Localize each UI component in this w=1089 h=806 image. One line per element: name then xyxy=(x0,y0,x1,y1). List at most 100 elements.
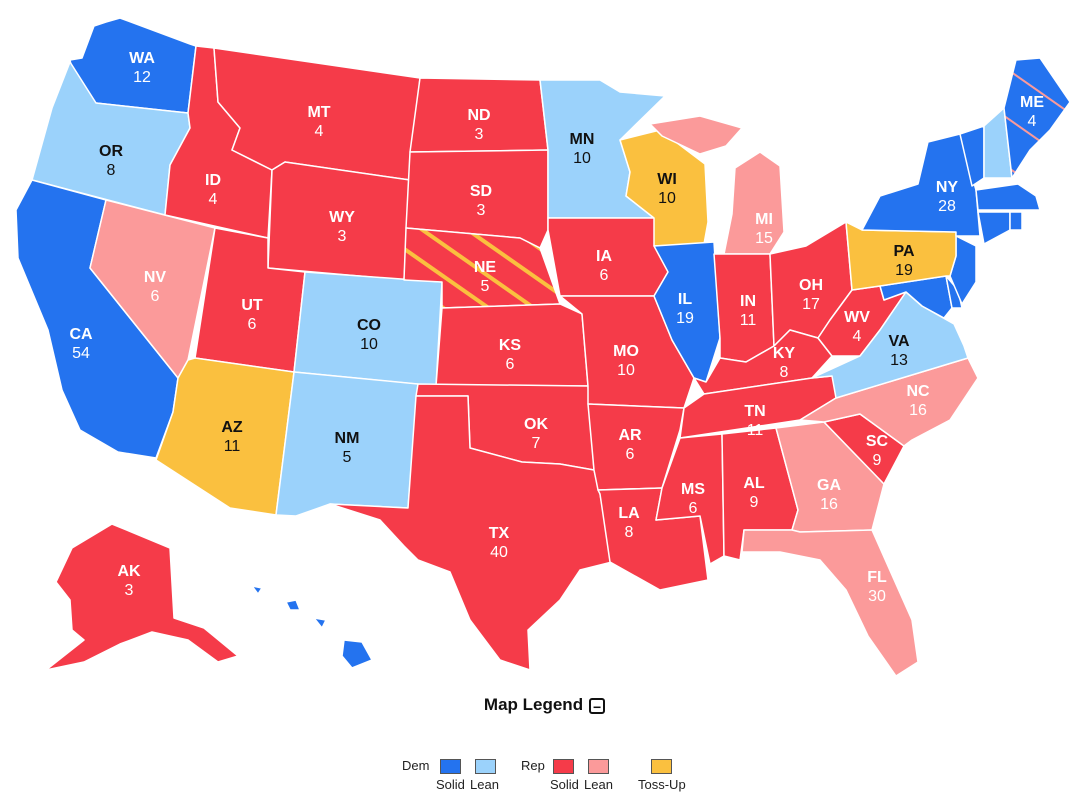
electoral-votes-il: 19 xyxy=(676,310,694,327)
electoral-votes-ne: 5 xyxy=(481,278,490,295)
state-ME[interactable] xyxy=(1003,57,1071,179)
state-label-il: IL xyxy=(678,291,692,308)
electoral-votes-ks: 6 xyxy=(506,356,515,373)
legend-swatch-dem-lean xyxy=(475,759,496,774)
legend-swatch-rep-solid xyxy=(553,759,574,774)
state-label-ca: CA xyxy=(69,326,93,343)
electoral-votes-tn: 11 xyxy=(747,422,764,439)
state-CT[interactable] xyxy=(977,211,1011,245)
state-RI[interactable] xyxy=(1009,211,1023,231)
state-HI[interactable] xyxy=(251,585,373,669)
electoral-votes-nd: 3 xyxy=(475,126,484,143)
electoral-votes-me: 4 xyxy=(1028,113,1037,130)
electoral-votes-nc: 16 xyxy=(909,402,927,419)
electoral-votes-mn: 10 xyxy=(573,150,591,167)
electoral-votes-wy: 3 xyxy=(338,228,347,245)
state-MI-upper xyxy=(649,115,743,155)
state-label-in: IN xyxy=(740,293,756,310)
state-label-wy: WY xyxy=(329,209,355,226)
state-label-ky: KY xyxy=(773,345,796,362)
electoral-votes-nv: 6 xyxy=(151,288,160,305)
electoral-votes-wi: 10 xyxy=(658,190,676,207)
state-label-oh: OH xyxy=(799,277,823,294)
state-label-co: CO xyxy=(357,317,381,334)
state-label-mt: MT xyxy=(307,104,330,121)
state-label-nd: ND xyxy=(467,107,490,124)
electoral-votes-mi: 15 xyxy=(755,230,773,247)
legend-header: Map Legend − xyxy=(0,695,1089,715)
electoral-votes-ia: 6 xyxy=(600,267,609,284)
state-label-me: ME xyxy=(1020,94,1044,111)
state-label-mn: MN xyxy=(570,131,595,148)
state-label-mi: MI xyxy=(755,211,773,228)
state-VA[interactable] xyxy=(811,291,969,399)
electoral-votes-oh: 17 xyxy=(802,296,820,313)
electoral-votes-co: 10 xyxy=(360,336,378,353)
legend-dem-lean-label: Lean xyxy=(470,777,499,792)
state-label-va: VA xyxy=(888,333,909,350)
legend-dem-solid-label: Solid xyxy=(436,777,465,792)
state-label-nm: NM xyxy=(335,430,360,447)
electoral-votes-sc: 9 xyxy=(873,452,882,469)
state-label-az: AZ xyxy=(221,419,243,436)
legend-swatch-rep-lean xyxy=(588,759,609,774)
state-label-ga: GA xyxy=(817,477,841,494)
state-labels: WA12OR8CA54NV6ID4MT4WY3UT6AZ11CO10NM5ND3… xyxy=(69,50,1044,605)
state-label-tn: TN xyxy=(744,403,765,420)
us-electoral-map: WA12OR8CA54NV6ID4MT4WY3UT6AZ11CO10NM5ND3… xyxy=(15,17,1071,677)
electoral-votes-wa: 12 xyxy=(133,69,151,86)
electoral-votes-mt: 4 xyxy=(315,123,324,140)
state-label-pa: PA xyxy=(893,243,914,260)
state-label-wv: WV xyxy=(844,309,870,326)
state-label-wi: WI xyxy=(657,171,677,188)
state-MI[interactable] xyxy=(723,151,785,255)
electoral-votes-az: 11 xyxy=(224,438,241,455)
electoral-votes-ga: 16 xyxy=(820,496,838,513)
legend-collapse-button[interactable]: − xyxy=(589,697,606,714)
legend-title: Map Legend xyxy=(483,695,584,714)
electoral-votes-tx: 40 xyxy=(490,544,508,561)
electoral-votes-sd: 3 xyxy=(477,202,486,219)
electoral-votes-or: 8 xyxy=(107,162,116,179)
electoral-votes-ut: 6 xyxy=(248,316,257,333)
state-label-wa: WA xyxy=(129,50,155,67)
electoral-votes-ok: 7 xyxy=(532,435,541,452)
state-label-ms: MS xyxy=(681,481,705,498)
state-label-fl: FL xyxy=(867,569,887,586)
legend-tossup-label: Toss-Up xyxy=(638,777,686,792)
state-label-ar: AR xyxy=(618,427,642,444)
state-label-ut: UT xyxy=(241,297,263,314)
state-NY[interactable] xyxy=(861,133,981,237)
electoral-votes-al: 9 xyxy=(750,494,759,511)
state-label-la: LA xyxy=(618,505,640,522)
legend-rep-label: Rep xyxy=(521,758,545,773)
legend-swatch-dem-solid xyxy=(440,759,461,774)
legend-dem-label: Dem xyxy=(402,758,430,773)
map-legend: Dem Solid Lean Rep Solid Lean Toss-Up xyxy=(0,758,1089,798)
electoral-votes-va: 13 xyxy=(890,352,908,369)
electoral-votes-wv: 4 xyxy=(853,328,862,345)
electoral-votes-nm: 5 xyxy=(343,449,352,466)
state-label-ny: NY xyxy=(936,179,959,196)
state-label-ok: OK xyxy=(524,416,548,433)
state-label-nv: NV xyxy=(144,269,167,286)
electoral-votes-ca: 54 xyxy=(72,345,90,362)
state-AK[interactable] xyxy=(45,523,239,671)
legend-swatch-tossup xyxy=(651,759,672,774)
state-label-sd: SD xyxy=(470,183,492,200)
electoral-votes-fl: 30 xyxy=(868,588,886,605)
electoral-votes-ny: 28 xyxy=(938,198,956,215)
legend-rep-solid-label: Solid xyxy=(550,777,579,792)
state-label-nc: NC xyxy=(906,383,930,400)
state-FL[interactable] xyxy=(741,529,919,677)
state-label-id: ID xyxy=(205,172,221,189)
electoral-votes-ar: 6 xyxy=(626,446,635,463)
state-label-or: OR xyxy=(99,143,123,160)
state-MA[interactable] xyxy=(975,183,1041,211)
electoral-votes-mo: 10 xyxy=(617,362,635,379)
legend-rep-lean-label: Lean xyxy=(584,777,613,792)
state-label-ia: IA xyxy=(596,248,612,265)
electoral-votes-pa: 19 xyxy=(895,262,913,279)
state-TX[interactable] xyxy=(329,395,613,671)
state-label-ak: AK xyxy=(117,563,141,580)
